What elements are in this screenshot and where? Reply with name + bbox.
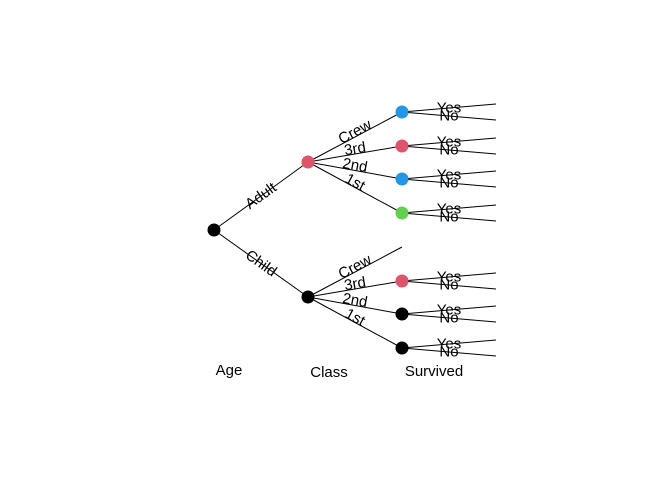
edge-adult-3rd-yes (401, 137, 497, 147)
edge-child-1st (307, 296, 403, 349)
edge-adult-2nd-no (401, 178, 497, 188)
node-adult-3rd (395, 139, 409, 153)
node-adult-2nd (395, 172, 409, 186)
leaf-label-adult-1st-no: No (439, 209, 458, 226)
edge-adult-crew (307, 111, 403, 163)
leaf-label-child-1st-yes: Yes (437, 336, 461, 353)
edge-adult-3rd-no (401, 145, 497, 155)
edge-child-3rd-no (401, 280, 497, 290)
edge-child-1st-yes (401, 339, 497, 349)
level-label-age: Age (216, 362, 243, 379)
edge-child-3rd-yes (401, 272, 497, 282)
edge-adult-1st-no (401, 212, 497, 222)
tree-edges (213, 103, 497, 357)
edge-child-1st-no (401, 347, 497, 357)
edge-child-2nd-yes (401, 305, 497, 315)
node-child (301, 290, 315, 304)
node-child-1st (395, 341, 409, 355)
edge-adult-2nd-yes (401, 170, 497, 180)
branch-label-child-3rd: 3rd (343, 274, 367, 294)
leaf-label-adult-crew-yes: Yes (437, 100, 461, 117)
level-label-survived: Survived (405, 363, 463, 380)
edge-child-crew (307, 246, 403, 298)
tree-nodes (207, 105, 409, 355)
edge-child-3rd (307, 280, 403, 298)
leaf-label-adult-2nd-no: No (439, 175, 458, 192)
leaf-label-child-3rd-no: No (439, 277, 458, 294)
edge-child-2nd (307, 296, 403, 315)
node-child-2nd (395, 307, 409, 321)
node-child-3rd (395, 274, 409, 288)
branch-label-adult-3rd: 3rd (343, 139, 367, 159)
edge-root-child (213, 229, 309, 298)
edge-adult-1st-yes (401, 204, 497, 214)
leaf-label-child-2nd-no: No (439, 310, 458, 327)
leaf-label-adult-3rd-no: No (439, 142, 458, 159)
node-adult-crew (395, 105, 409, 119)
node-root (207, 223, 221, 237)
branch-label-child-2nd: 2nd (341, 290, 369, 311)
node-adult-1st (395, 206, 409, 220)
node-adult (301, 155, 315, 169)
leaf-label-adult-2nd-yes: Yes (437, 167, 461, 184)
edge-root-adult (213, 161, 309, 231)
leaf-label-child-1st-no: No (439, 344, 458, 361)
branch-label-adult: Adult (242, 179, 280, 213)
level-label-class: Class (310, 364, 348, 381)
edge-adult-1st (307, 161, 403, 214)
leaf-label-adult-1st-yes: Yes (437, 201, 461, 218)
leaf-label-adult-3rd-yes: Yes (437, 134, 461, 151)
leaf-label-adult-crew-no: No (439, 108, 458, 125)
edge-adult-3rd (307, 145, 403, 163)
edge-adult-2nd (307, 161, 403, 180)
edge-adult-crew-yes (401, 103, 497, 113)
branch-label-adult-2nd: 2nd (341, 155, 369, 176)
edge-child-2nd-no (401, 313, 497, 323)
branch-label-child: Child (242, 247, 280, 281)
leaf-label-child-2nd-yes: Yes (437, 302, 461, 319)
edge-adult-crew-no (401, 111, 497, 121)
leaf-label-child-3rd-yes: Yes (437, 269, 461, 286)
level-labels: Age Class Survived (216, 362, 464, 381)
